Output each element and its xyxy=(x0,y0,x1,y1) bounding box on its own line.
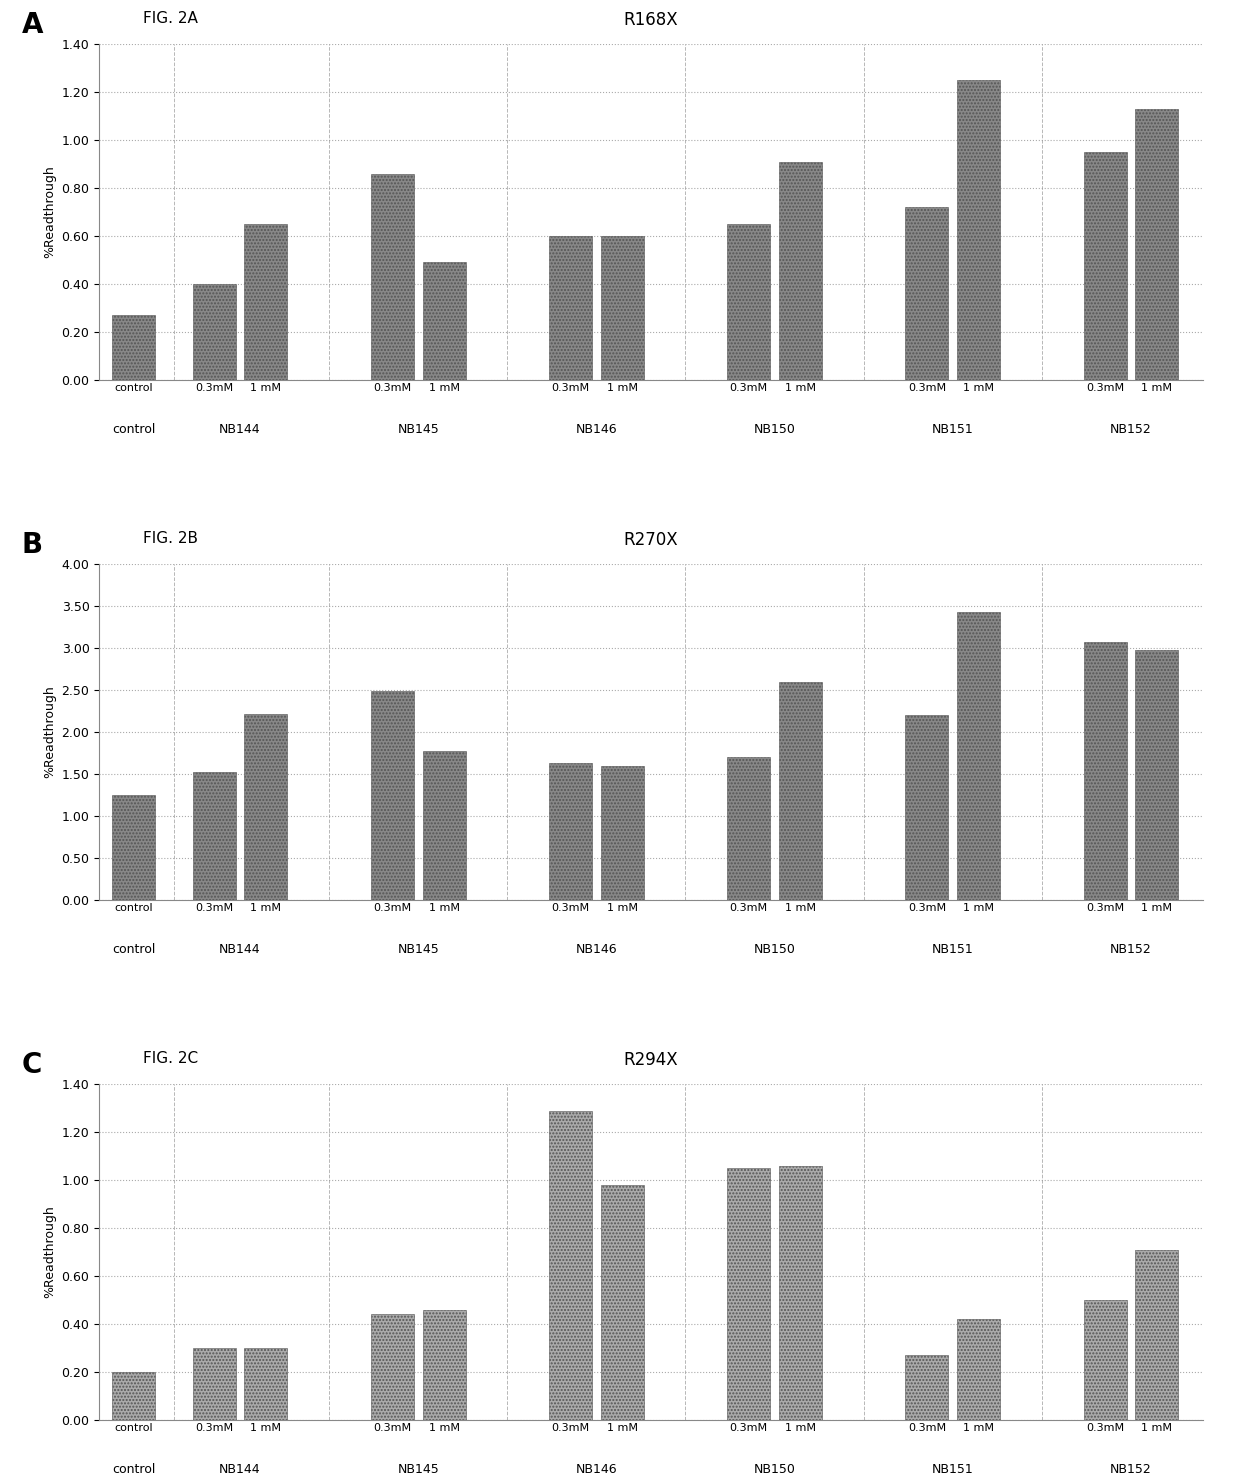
Bar xyxy=(905,1355,949,1420)
Text: FIG. 2A: FIG. 2A xyxy=(144,10,198,25)
Bar xyxy=(905,207,949,380)
Text: NB151: NB151 xyxy=(932,944,973,957)
Text: NB144: NB144 xyxy=(219,1463,260,1476)
Bar xyxy=(1136,649,1178,899)
Bar xyxy=(727,1168,770,1420)
Bar xyxy=(112,796,155,899)
Bar xyxy=(423,1309,466,1420)
Bar xyxy=(727,757,770,899)
Bar xyxy=(371,173,414,380)
Text: NB151: NB151 xyxy=(932,1463,973,1476)
Bar xyxy=(371,1315,414,1420)
Text: FIG. 2B: FIG. 2B xyxy=(144,531,198,546)
Bar xyxy=(112,315,155,380)
Bar xyxy=(1136,109,1178,380)
Bar xyxy=(244,714,288,899)
Bar xyxy=(779,682,822,899)
Text: R168X: R168X xyxy=(624,10,678,28)
Bar xyxy=(192,772,236,899)
Bar xyxy=(905,716,949,899)
Bar xyxy=(244,1347,288,1420)
Bar xyxy=(244,225,288,380)
Text: NB145: NB145 xyxy=(397,1463,439,1476)
Bar xyxy=(957,612,1001,899)
Text: NB145: NB145 xyxy=(397,944,439,957)
Text: B: B xyxy=(22,531,43,559)
Bar xyxy=(112,1373,155,1420)
Y-axis label: %Readthrough: %Readthrough xyxy=(43,686,56,778)
Bar xyxy=(1136,1250,1178,1420)
Bar xyxy=(423,750,466,899)
Bar xyxy=(600,1185,644,1420)
Bar xyxy=(957,1319,1001,1420)
Bar xyxy=(957,80,1001,380)
Text: control: control xyxy=(112,423,155,436)
Bar xyxy=(192,284,236,380)
Text: NB144: NB144 xyxy=(219,423,260,436)
Text: NB146: NB146 xyxy=(575,1463,618,1476)
Y-axis label: %Readthrough: %Readthrough xyxy=(43,1205,56,1299)
Text: NB150: NB150 xyxy=(754,944,796,957)
Bar xyxy=(1084,1300,1127,1420)
Text: NB152: NB152 xyxy=(1110,423,1152,436)
Text: NB146: NB146 xyxy=(575,423,618,436)
Bar xyxy=(600,237,644,380)
Text: R294X: R294X xyxy=(624,1050,678,1069)
Bar xyxy=(1084,152,1127,380)
Text: NB152: NB152 xyxy=(1110,944,1152,957)
Bar xyxy=(600,766,644,899)
Text: NB152: NB152 xyxy=(1110,1463,1152,1476)
Text: NB144: NB144 xyxy=(219,944,260,957)
Y-axis label: %Readthrough: %Readthrough xyxy=(43,166,56,259)
Text: A: A xyxy=(22,10,43,38)
Bar xyxy=(1084,642,1127,899)
Text: NB146: NB146 xyxy=(575,944,618,957)
Bar xyxy=(549,237,591,380)
Bar xyxy=(779,1165,822,1420)
Text: control: control xyxy=(112,944,155,957)
Bar xyxy=(423,262,466,380)
Text: R270X: R270X xyxy=(624,531,678,549)
Bar xyxy=(192,1347,236,1420)
Text: C: C xyxy=(22,1050,42,1078)
Text: NB150: NB150 xyxy=(754,1463,796,1476)
Text: NB151: NB151 xyxy=(932,423,973,436)
Bar xyxy=(727,225,770,380)
Bar xyxy=(779,161,822,380)
Bar xyxy=(371,691,414,899)
Text: NB145: NB145 xyxy=(397,423,439,436)
Bar xyxy=(549,1111,591,1420)
Text: FIG. 2C: FIG. 2C xyxy=(144,1050,198,1066)
Bar xyxy=(549,763,591,899)
Text: NB150: NB150 xyxy=(754,423,796,436)
Text: control: control xyxy=(112,1463,155,1476)
